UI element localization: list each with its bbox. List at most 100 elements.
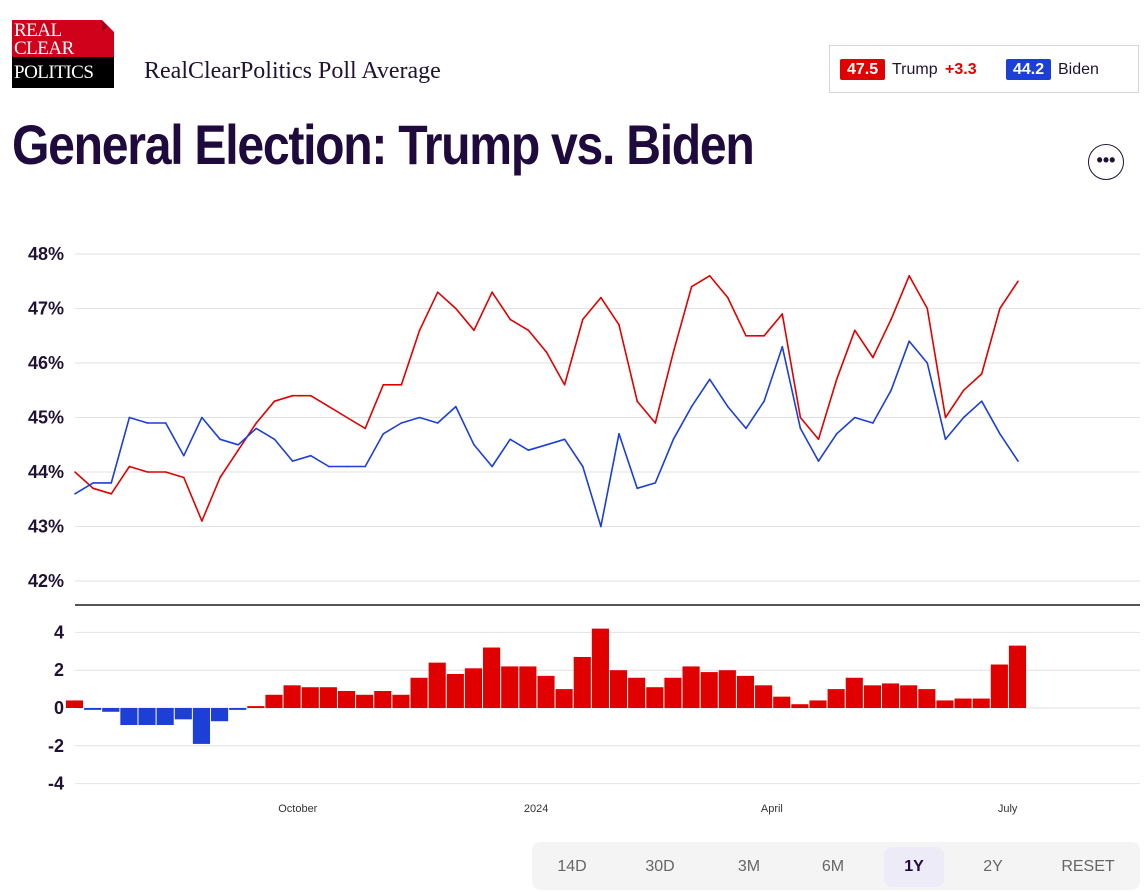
trump-point — [328, 405, 330, 408]
trump-point — [853, 329, 856, 332]
trump-point — [146, 471, 149, 473]
spread-bar — [319, 687, 337, 708]
trump-point — [110, 493, 113, 495]
x-tick-label: April — [761, 803, 783, 815]
trump-point — [237, 449, 240, 452]
trump-point — [890, 318, 892, 321]
spread-tick-label: -4 — [48, 774, 64, 794]
trump-point — [745, 334, 747, 337]
logo-text: POLITICS — [14, 62, 94, 83]
trump-point — [690, 285, 693, 288]
biden-point — [110, 482, 113, 484]
spread-bar — [174, 708, 192, 720]
biden-point — [908, 340, 910, 343]
trump-point — [527, 329, 530, 332]
range-button-3m[interactable]: 3M — [737, 858, 761, 875]
biden-point — [382, 433, 385, 435]
legend: 47.5 Trump +3.3 44.2 Biden — [829, 45, 1139, 93]
spread-tick-label: -2 — [48, 736, 64, 756]
spread-bar — [755, 685, 773, 708]
trump-point — [636, 400, 638, 402]
biden-point — [890, 389, 892, 392]
trump-point — [708, 275, 711, 277]
range-button-6m[interactable]: 6M — [821, 858, 845, 875]
y-tick-label: 48% — [28, 244, 64, 264]
biden-point — [763, 400, 765, 402]
biden-point — [618, 433, 620, 435]
range-button-14d[interactable]: 14D — [557, 858, 587, 875]
trump-point — [545, 351, 548, 353]
range-button-30d[interactable]: 30D — [645, 858, 675, 875]
trump-point — [183, 476, 185, 479]
spread-bar — [537, 675, 555, 708]
spread-bar — [247, 706, 265, 708]
poll-chart[interactable]: 48% 47% 46% 45% 44% 43% 42% 4 2 0 -2 -4 October 2024 A… — [0, 0, 1144, 830]
trump-point — [980, 373, 983, 375]
more-options-button[interactable]: ••• — [1088, 144, 1124, 180]
spread-bar — [591, 628, 609, 708]
biden-point — [563, 438, 566, 441]
trump-point — [908, 275, 910, 277]
page-title: General Election: Trump vs. Biden — [12, 113, 755, 176]
biden-point — [183, 454, 185, 457]
y-tick-label: 45% — [28, 408, 64, 428]
spread-bar — [301, 687, 319, 708]
range-button-reset[interactable]: RESET — [1061, 858, 1115, 875]
range-button-1y[interactable]: 1Y — [884, 847, 944, 887]
spread-bar — [410, 677, 428, 708]
spread-bar — [211, 708, 229, 722]
biden-point — [980, 400, 983, 402]
x-tick-label: 2024 — [524, 803, 548, 815]
ellipsis-icon: ••• — [1096, 150, 1116, 170]
biden-point — [219, 438, 221, 441]
biden-point — [962, 416, 965, 419]
spread-bar — [555, 689, 573, 708]
biden-point — [455, 405, 457, 408]
spread-bar — [972, 698, 990, 708]
biden-point — [745, 427, 747, 430]
spread-bar — [845, 677, 863, 708]
spread-bar — [120, 708, 138, 726]
spread-bar — [356, 694, 374, 708]
y-tick-label: 44% — [28, 462, 64, 482]
trump-value-badge: 47.5 — [840, 59, 886, 80]
trump-point — [999, 307, 1001, 310]
spread-bar — [428, 662, 446, 708]
spread-bar — [791, 704, 809, 708]
spread-bar — [229, 708, 247, 710]
biden-point — [164, 422, 167, 424]
trump-point — [400, 384, 403, 386]
trump-point — [309, 394, 312, 397]
spread-bar — [156, 708, 174, 726]
biden-point — [509, 438, 512, 441]
trump-point — [273, 400, 276, 402]
rcp-logo[interactable]: REAL CLEAR POLITICS — [12, 20, 114, 88]
biden-point — [872, 422, 874, 424]
biden-point — [545, 443, 548, 446]
trump-point — [944, 416, 947, 419]
range-button-2y[interactable]: 2Y — [983, 858, 1003, 875]
trump-line — [74, 274, 1019, 522]
spread-bar — [374, 690, 392, 708]
y-tick-label: 43% — [28, 517, 64, 537]
trump-point — [872, 356, 874, 359]
trump-point — [781, 313, 784, 315]
spread-bar — [990, 664, 1008, 708]
spread-bar — [881, 683, 900, 708]
trump-point — [926, 307, 929, 310]
biden-point — [527, 449, 530, 452]
logo-text: REAL — [14, 20, 62, 41]
spread-bar — [501, 666, 519, 708]
biden-point — [436, 422, 439, 424]
biden-point — [581, 465, 584, 468]
trump-point — [436, 291, 439, 293]
trump-lead: +3.3 — [945, 61, 977, 78]
spread-tick-label: 2 — [54, 660, 64, 680]
spread-bar — [809, 700, 827, 708]
trump-point — [291, 394, 294, 397]
biden-point — [146, 422, 149, 424]
biden-point — [672, 438, 675, 441]
biden-point — [400, 422, 403, 424]
biden-point — [92, 482, 94, 484]
spread-tick-label: 0 — [54, 698, 64, 718]
